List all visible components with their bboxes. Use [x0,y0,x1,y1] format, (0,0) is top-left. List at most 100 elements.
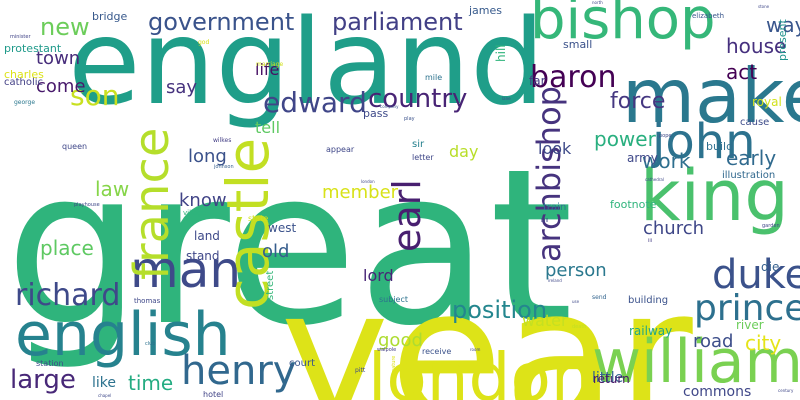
word-company: company [380,104,399,109]
word-mile: mile [425,73,442,82]
word-room: room [470,347,480,352]
word-place: place [40,236,94,260]
word-illustration: illustration [722,170,775,181]
word-day: day [449,142,478,161]
word-little: little [592,370,623,386]
word-john: john [651,114,756,170]
word-build: build [706,140,733,153]
word-person: person [545,260,607,281]
word-play: play [404,116,415,122]
word-work: work [642,149,691,173]
word-bill: bill [541,218,548,224]
word-club: club [145,341,155,347]
word-ireland: ireland [548,278,562,283]
word-johnson: johnson [213,164,234,170]
word-water: water [522,311,568,330]
word-century: century [778,388,794,393]
word-building: building [628,295,668,306]
word-god: god [198,39,209,46]
word-lane: lane [502,96,511,101]
word-early: early [726,146,776,170]
word-minister: minister [10,34,31,40]
word-royal: royal [752,95,782,109]
word-house: house [726,34,786,58]
word-protestant: protestant [4,42,62,55]
word-death: death [572,324,586,330]
word-west: west [268,221,296,235]
word-james: james [468,4,502,17]
word-hill: hill [494,44,508,62]
word-man: man [130,241,241,299]
word-army: army [627,151,658,165]
word-richard: richard [15,278,120,313]
word-come: come [36,76,86,97]
word-charles: charles [4,68,44,81]
word-footnote: footnote [610,198,657,211]
word-thomas: thomas [134,297,161,305]
word-lord: lord [363,266,394,285]
word-france: france [124,128,180,280]
word-country: country [368,84,467,114]
word-cause: cause [740,117,769,128]
word-archbishop: archbishop [530,86,568,262]
word-castle: castle [214,138,282,310]
word-large: large [10,365,76,395]
word-english: english [15,300,231,370]
word-street: street [265,271,276,300]
word-year: year [280,248,694,400]
word-new: new [40,13,90,41]
word-bridge: bridge [92,10,128,23]
word-way: way [766,13,800,37]
word-duke: duke [712,252,800,298]
word-wilkes: wilkes [213,137,231,144]
word-court: court [289,358,315,369]
word-iii: iii [648,238,652,244]
word-chapel: chapel [98,393,111,398]
word-pass: pass [363,107,388,120]
word-church: church [643,218,704,239]
word-life: life [255,60,279,79]
word-william: william [592,327,800,397]
word-henry: henry [181,348,296,394]
word-sir: sir [412,139,425,150]
word-hotel: hotel [203,390,223,399]
word-village: village [183,209,206,217]
word-marriage: marriage [256,61,284,68]
word-baron: baron [530,60,616,95]
word-cathedral: cathedral [645,177,664,182]
word-die: die [761,260,779,274]
word-pitt: pitt [355,367,366,374]
word-earl: earl [385,179,429,252]
word-stone: stone [758,4,770,9]
word-act: act [726,60,757,84]
word-playhouse: playhouse [74,202,100,208]
word-like: like [92,375,116,391]
word-north: north [592,0,603,5]
word-station: station [36,359,64,368]
word-son: son [70,79,119,112]
word-london: london [368,339,593,400]
word-city: city [745,331,781,355]
word-elizabeth: elizabeth [692,12,724,20]
word-old: old [262,241,289,262]
word-george: george [14,99,35,106]
word-parliament: parliament [332,8,463,36]
word-appear: appear [326,145,355,154]
word-queen: queen [62,142,87,151]
word-edward: edward [263,86,367,119]
word-town: town [36,48,80,69]
word-use: use [572,299,580,304]
word-long: long [188,146,227,167]
word-member: member [322,182,399,203]
word-force: force [610,89,665,114]
word-land: land [194,229,220,243]
word-england: england [68,0,545,131]
word-bishop: bishop [530,0,716,52]
word-good: good [378,330,423,351]
word-catholic: catholic [4,77,43,88]
word-send: send [592,294,607,301]
word-far: far [529,74,546,88]
word-government: government [148,8,294,36]
word-nature: nature [391,356,397,372]
